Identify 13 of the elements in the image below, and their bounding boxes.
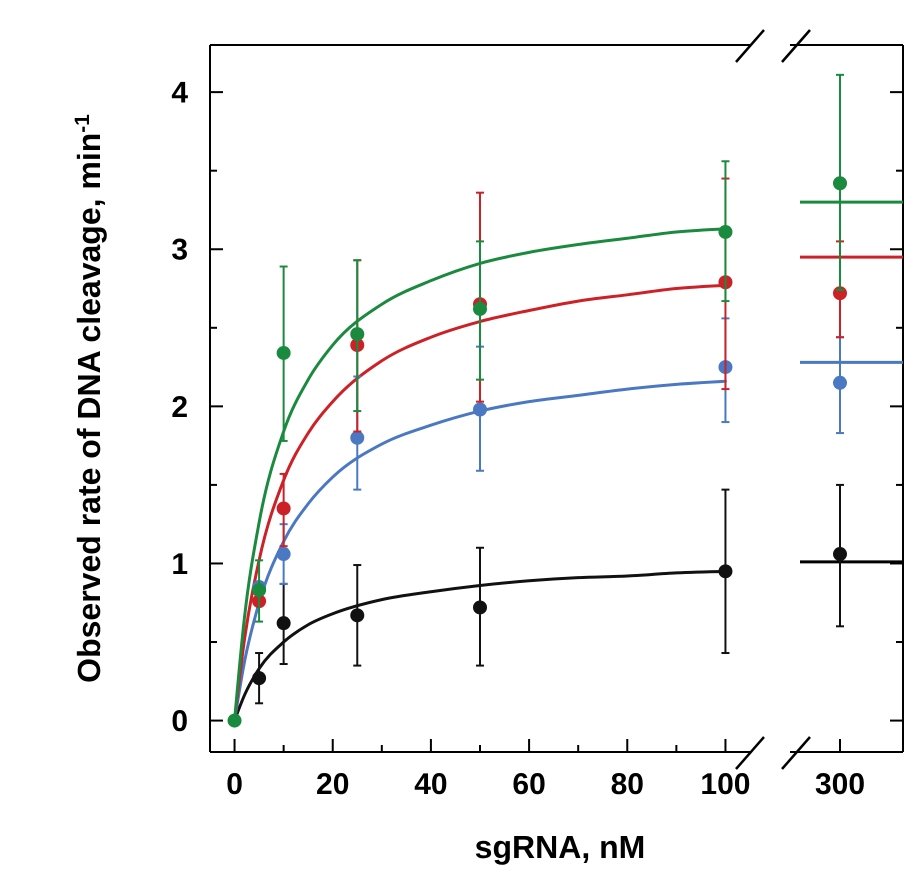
x-tick-label: 100 [700,768,750,801]
y-tick-label: 1 [171,548,188,581]
y-tick-label: 4 [171,76,188,110]
y-tick-label: 2 [171,390,188,424]
x-tick-label: 20 [316,768,350,801]
x-tick-label: 0 [226,768,243,801]
x-tick-label: 80 [610,768,644,801]
x-tick-label: 300 [814,768,866,801]
x-tick-label: 60 [512,768,546,801]
x-tick-label: 40 [414,768,448,801]
y-tick-label: 0 [171,705,188,738]
x-axis-title: sgRNA, nM [474,829,646,865]
y-tick-label: 3 [171,234,188,267]
